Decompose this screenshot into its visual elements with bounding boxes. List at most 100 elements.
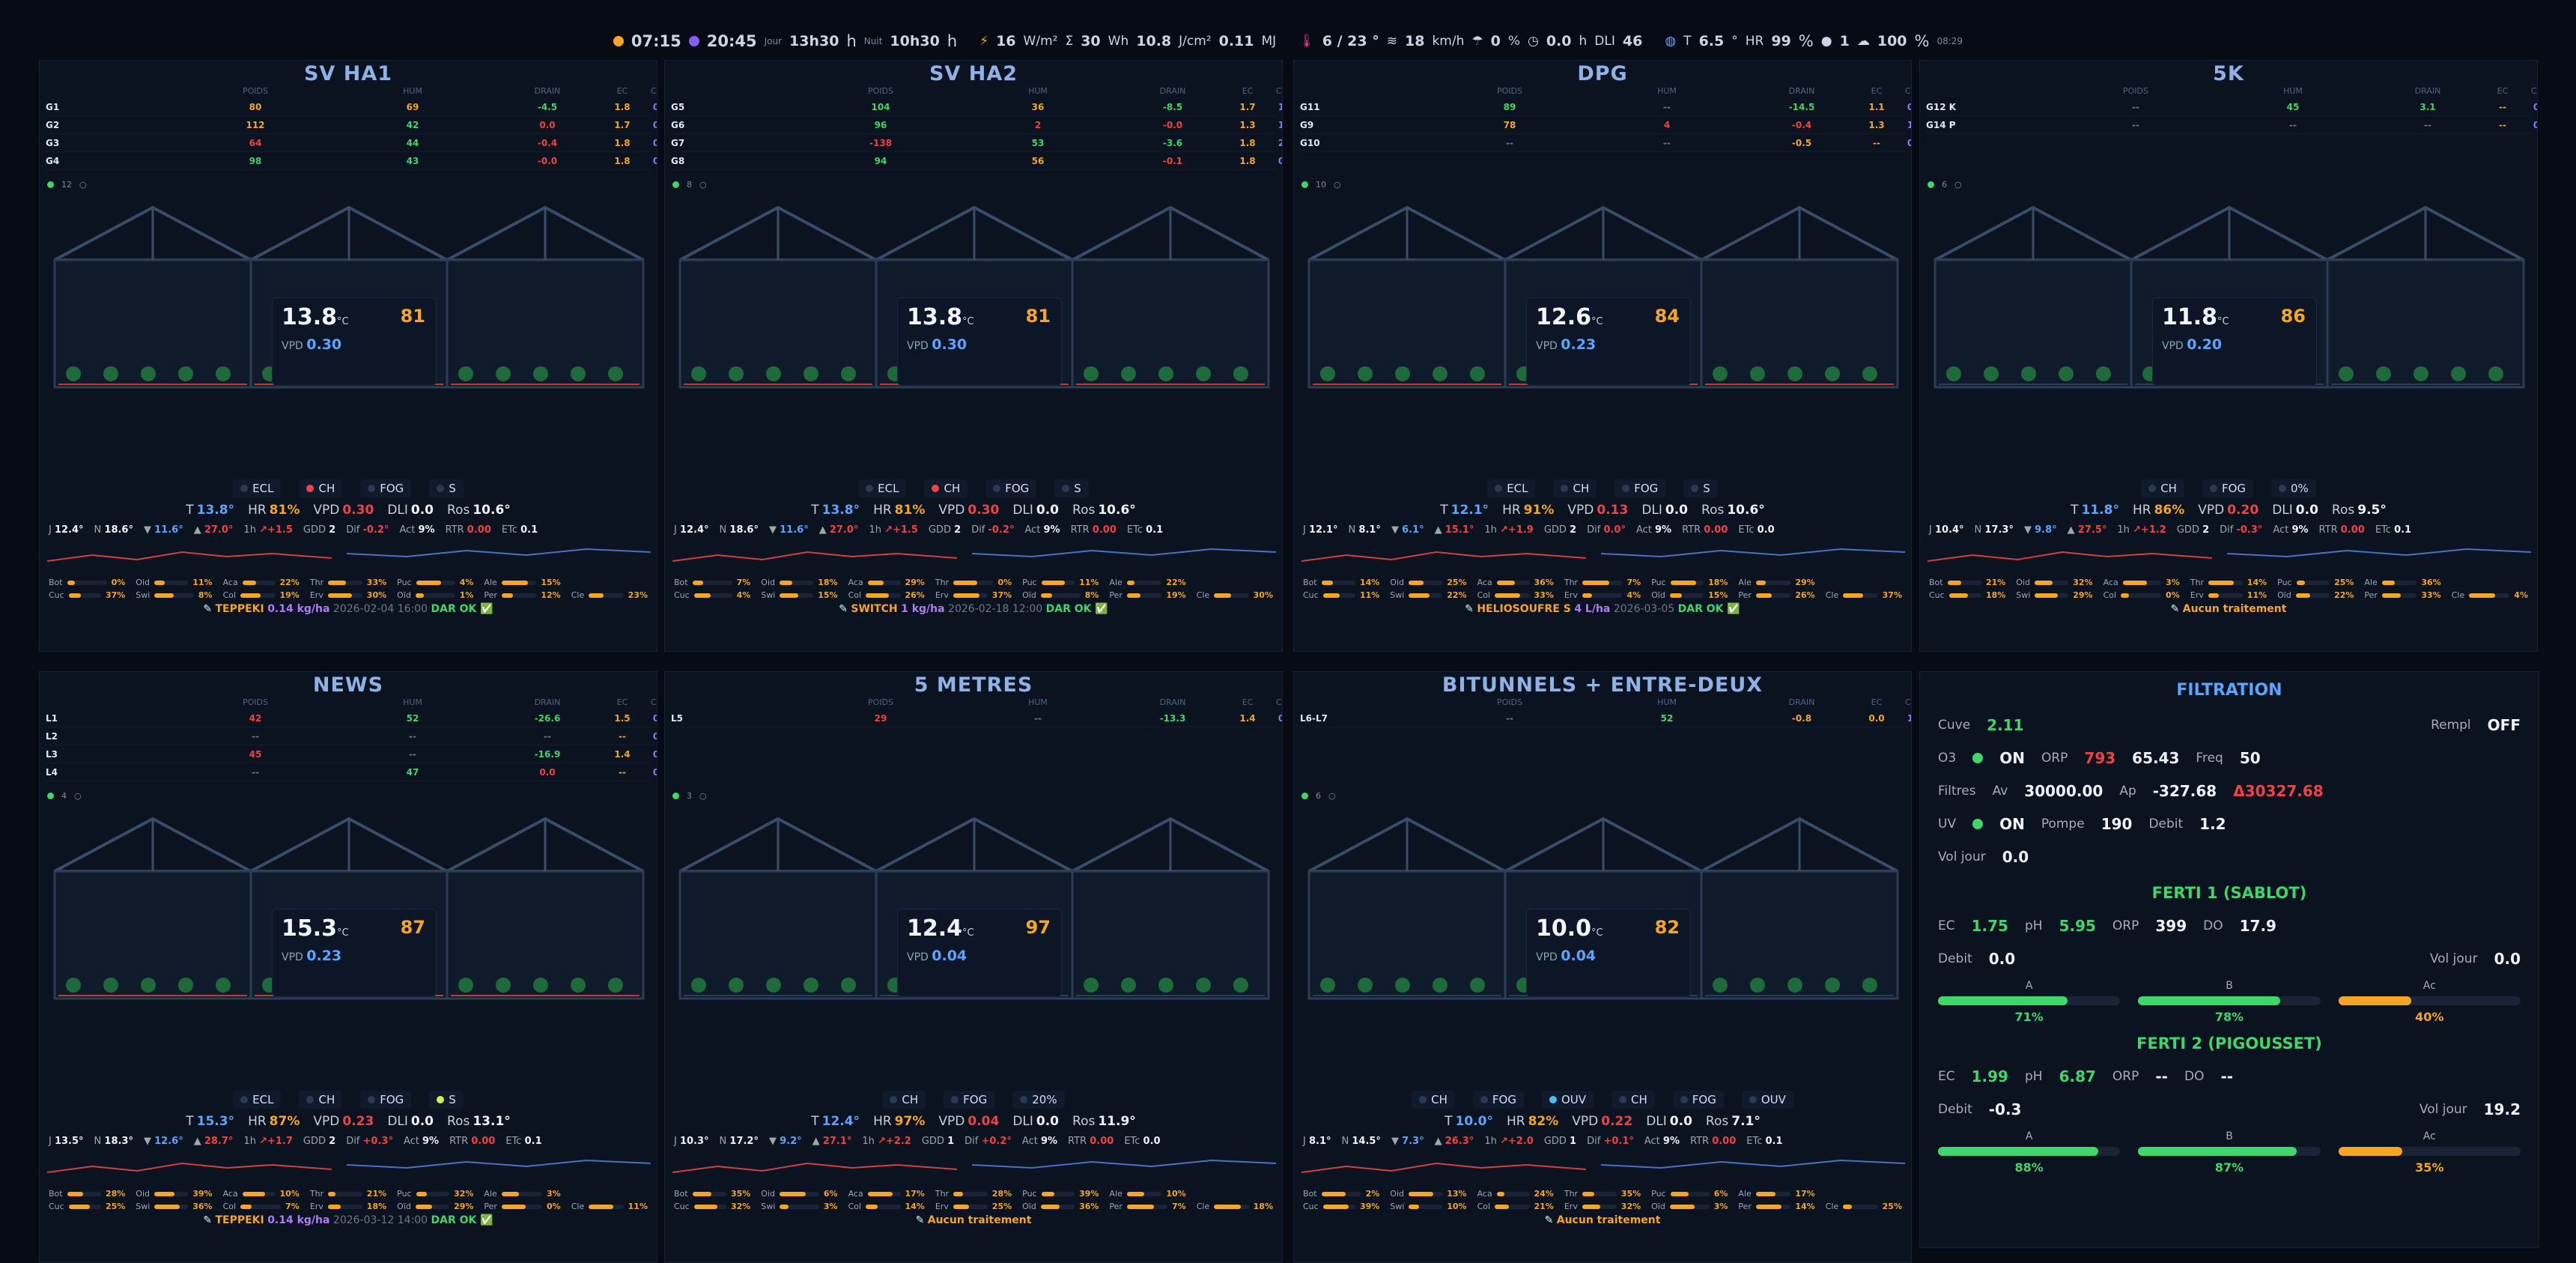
control-ecl[interactable]: ECL (233, 1091, 282, 1109)
status-dot-icon (932, 485, 940, 492)
table-row[interactable]: L2 -- -- -- -- 0 (46, 727, 657, 745)
table-row[interactable]: G3 64 44 -0.4 1.8 0 (46, 134, 657, 152)
status-dot-icon (1419, 1096, 1427, 1103)
filtration-panel: FILTRATION Cuve 2.11 Rempl OFF O3 ON ORP 793 65… (1919, 671, 2539, 1248)
pen-icon: ✎ (915, 1214, 925, 1226)
refresh-icon[interactable]: ○ (699, 179, 707, 190)
cy-value: 0 (645, 120, 657, 130)
refresh-icon[interactable]: ○ (699, 790, 707, 801)
table-row[interactable]: G1 80 69 -4.5 1.8 0 (46, 98, 657, 116)
control-fog[interactable]: FOG (1672, 1091, 1724, 1109)
filtration-title: FILTRATION (2176, 681, 2282, 700)
pest-bar: Ale 17% (1738, 1189, 1815, 1199)
pest-bars: Bot 2% Oid 13% Aca 24% Thr 35% Puc 6% Ale 17% Cuc 39%… (1294, 1186, 1911, 1214)
control-s[interactable]: S (429, 1091, 464, 1109)
control-20%[interactable]: 20% (1012, 1091, 1065, 1109)
pest-bars: Bot 7% Oid 18% Aca 29% Thr 0% Puc 11% Ale 22% Cuc 4% S… (665, 575, 1282, 603)
control-label: S (449, 482, 456, 495)
table-row[interactable]: G5 104 36 -8.5 1.7 1 (671, 98, 1282, 116)
control-s[interactable]: S (429, 479, 464, 497)
refresh-icon[interactable]: ○ (1334, 179, 1341, 190)
control-ecl[interactable]: ECL (858, 479, 907, 497)
wind-icon: ≋ (1386, 34, 1397, 49)
control-fog[interactable]: FOG (985, 479, 1037, 497)
control-ch[interactable]: CH (882, 1091, 926, 1109)
trend-sparkline (46, 548, 651, 562)
pest-label: Oïd (397, 1202, 411, 1211)
drain-value: -4.5 (537, 101, 558, 112)
table-row[interactable]: L1 42 52 -26.6 1.5 0 (46, 709, 657, 727)
pest-label: Col (222, 1202, 237, 1211)
table-row[interactable]: G6 96 2 -0.0 1.3 1 (671, 116, 1282, 134)
table-row[interactable]: G9 78 4 -0.4 1.3 1 (1300, 116, 1911, 134)
cy-value: 0 (2525, 102, 2537, 112)
pest-bar: Oid 13% (1390, 1189, 1467, 1199)
control-label: CH (1631, 1093, 1647, 1106)
plant-icon (178, 366, 193, 381)
control-fog[interactable]: FOG (944, 1091, 995, 1109)
table-row[interactable]: G7 -138 53 -3.6 1.8 2 (671, 134, 1282, 152)
control-ch[interactable]: CH (299, 1091, 343, 1109)
control-ch[interactable]: CH (924, 479, 968, 497)
rempl-toggle[interactable]: OFF (2487, 716, 2521, 734)
table-row[interactable]: G12 K -- 45 3.1 -- 0 (1926, 98, 2537, 116)
control-fog[interactable]: FOG (360, 1091, 412, 1109)
control-ch[interactable]: CH (1611, 1091, 1655, 1109)
refresh-icon[interactable]: ○ (1954, 179, 1962, 190)
control-ouv[interactable]: OUV (1741, 1091, 1793, 1109)
control-fog[interactable]: FOG (1614, 479, 1666, 497)
refresh-icon[interactable]: ○ (1328, 790, 1336, 801)
table-row[interactable]: G8 94 56 -0.1 1.8 0 (671, 152, 1282, 170)
control-ouv[interactable]: OUV (1541, 1091, 1594, 1109)
control-ecl[interactable]: ECL (1487, 479, 1536, 497)
control-label: FOG (1005, 482, 1030, 495)
control-s[interactable]: S (1683, 479, 1718, 497)
control-ch[interactable]: CH (1412, 1091, 1455, 1109)
sunrise-time: 07:15 (631, 32, 681, 50)
dli-label: DLI (1594, 34, 1615, 49)
control-fog[interactable]: FOG (360, 479, 412, 497)
table-row[interactable]: L3 45 -- -16.9 1.4 0 (46, 745, 657, 763)
metrics-row: T 15.3° HR 87% VPD 0.23 DLI 0.0 Ros 13.1° (186, 1114, 511, 1129)
refresh-icon[interactable]: ○ (74, 790, 82, 801)
temp-readout: 10.0 (1536, 915, 1592, 942)
control-ecl[interactable]: ECL (233, 479, 282, 497)
pest-bar: Thr 21% (309, 1189, 387, 1199)
metric-dli: 0.0 (410, 503, 434, 518)
refresh-icon[interactable]: ○ (79, 179, 87, 190)
table-row[interactable]: G2 112 42 0.0 1.7 0 (46, 116, 657, 134)
control-s[interactable]: S (1054, 479, 1089, 497)
control-0%[interactable]: 0% (2271, 479, 2316, 497)
table-row[interactable]: G10 -- -- -0.5 -- 0 (1300, 134, 1911, 152)
control-ch[interactable]: CH (299, 479, 343, 497)
hr-readout: 81 (400, 306, 425, 327)
metric-dli: 0.0 (2295, 503, 2318, 518)
table-row[interactable]: G4 98 43 -0.0 1.8 0 (46, 152, 657, 170)
ferti-orp: 399 (2155, 917, 2187, 935)
metric-ros: 7.1° (1731, 1114, 1761, 1129)
pest-bar: Thr 7% (1564, 578, 1641, 587)
control-ch[interactable]: CH (1553, 479, 1597, 497)
uv-state[interactable]: ON (1999, 815, 2025, 833)
treatment-product: TEPPEKI (215, 603, 264, 615)
cuve-value: 2.11 (1987, 716, 2024, 734)
control-ch[interactable]: CH (2141, 479, 2184, 497)
control-fog[interactable]: FOG (1472, 1091, 1524, 1109)
table-row[interactable]: G14 P -- -- -- -- 0 (1926, 116, 2537, 134)
plant-icon (1320, 366, 1335, 381)
plant-icon (103, 978, 118, 993)
table-row[interactable]: L5 29 -- -13.3 1.4 0 (671, 709, 1282, 727)
pen-icon: ✎ (203, 1214, 213, 1226)
pest-bar: Bot 14% (1303, 578, 1380, 587)
pest-label: Ale (2364, 578, 2378, 587)
table-row[interactable]: L6-L7 -- 52 -0.8 0.0 1 (1300, 709, 1911, 727)
control-fog[interactable]: FOG (2202, 479, 2254, 497)
control-label: ECL (252, 482, 274, 495)
pest-label: Oid (1390, 1189, 1404, 1199)
hum-value: -- (1034, 712, 1042, 724)
table-row[interactable]: G11 89 -- -14.5 1.1 0 (1300, 98, 1911, 116)
o3-state[interactable]: ON (1999, 749, 2025, 767)
hr-readout: 81 (1025, 306, 1051, 327)
table-row[interactable]: L4 -- 47 0.0 -- 0 (46, 763, 657, 781)
poids-value: 64 (249, 137, 262, 148)
